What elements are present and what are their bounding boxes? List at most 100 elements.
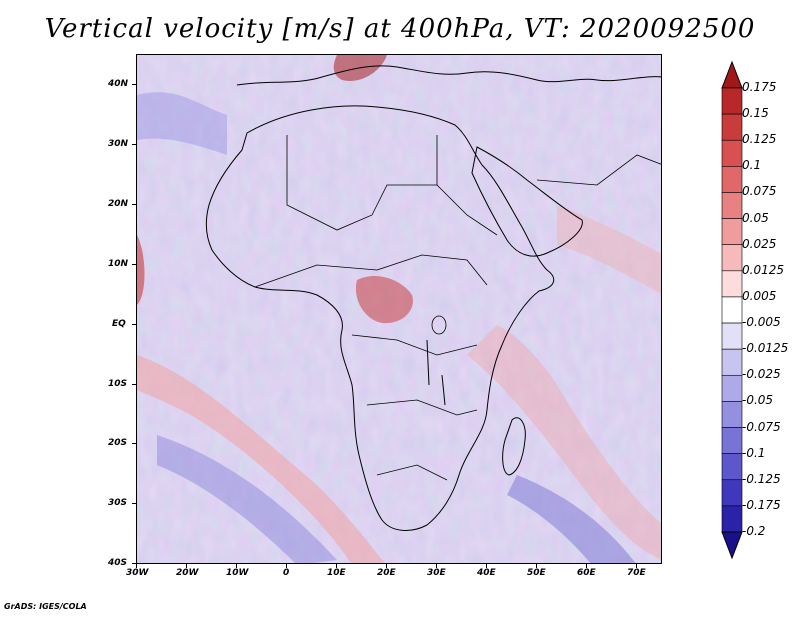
x-tick-mark	[436, 564, 437, 568]
y-tick-mark	[132, 204, 136, 205]
ascent-band-arabian-sea	[557, 205, 661, 294]
colorbar-level-label: 0.075	[742, 184, 777, 199]
colorbar-segment	[721, 505, 743, 533]
colorbar-segment	[721, 87, 743, 115]
y-tick-label: 40N	[108, 79, 129, 89]
x-tick-label: 60E	[577, 568, 596, 578]
y-tick-label: 10N	[108, 259, 129, 269]
colorbar-top-arrow	[721, 60, 743, 89]
ascent-band-indian-ocean	[467, 325, 661, 560]
descent-band-north-atlantic	[137, 92, 227, 155]
africa-coastline	[205, 105, 555, 531]
country-borders-southern	[376, 464, 448, 481]
x-tick-mark	[386, 564, 387, 568]
madagascar-coastline	[502, 417, 526, 476]
colorbar-level-label: -0.025	[742, 367, 781, 382]
convective-cells-central-africa	[355, 275, 413, 324]
x-tick-mark	[186, 564, 187, 568]
y-tick-mark	[132, 384, 136, 385]
x-tick-mark	[486, 564, 487, 568]
colorbar-segment	[721, 322, 743, 350]
colorbar-segment	[721, 401, 743, 428]
y-tick-mark	[132, 443, 136, 444]
x-tick-label: 70E	[627, 568, 646, 578]
y-tick-label: 10S	[108, 379, 128, 389]
y-tick-mark	[132, 264, 136, 265]
x-tick-mark	[136, 564, 137, 568]
colorbar-level-label: 0.15	[742, 106, 769, 121]
colorbar-level-label: 0.025	[742, 236, 777, 251]
y-tick-label: 40S	[108, 558, 128, 568]
ascent-band-south-atlantic	[137, 355, 386, 563]
colorbar-level-label: -0.175	[742, 497, 781, 512]
x-tick-label: 50E	[527, 568, 546, 578]
colorbar-level-label: 0.1	[742, 158, 762, 173]
country-borders-south-central	[366, 399, 478, 416]
x-tick-mark	[636, 564, 637, 568]
lake-tanganyika	[426, 339, 430, 386]
descent-band-south-atlantic	[157, 435, 337, 563]
colorbar-level-label: 0.005	[742, 288, 777, 303]
colorbar-segment	[721, 427, 743, 454]
colorbar-bottom-arrow	[721, 531, 743, 560]
colorbar-segment	[721, 218, 743, 246]
colorbar-level-label: -0.0125	[742, 341, 789, 356]
country-borders-middle-east	[536, 154, 661, 186]
lake-malawi	[441, 374, 446, 406]
europe-coastline	[236, 65, 661, 86]
descent-band-indian-ocean	[507, 475, 636, 563]
y-tick-mark	[132, 563, 136, 564]
y-tick-mark	[132, 144, 136, 145]
colorbar-segment	[721, 479, 743, 507]
y-tick-label: 30S	[108, 498, 128, 508]
colorbar	[721, 60, 743, 560]
convective-cells-west	[137, 235, 145, 305]
x-tick-label: 30E	[427, 568, 446, 578]
map-panel	[136, 54, 662, 564]
colorbar-level-label: 0.0125	[742, 262, 784, 277]
x-tick-label: 10E	[327, 568, 346, 578]
x-tick-mark	[236, 564, 237, 568]
colorbar-segment	[721, 348, 743, 376]
country-borders-east	[436, 184, 498, 236]
colorbar-level-label: 0.05	[742, 210, 769, 225]
colorbar-segment	[721, 374, 743, 402]
x-tick-label: 40E	[477, 568, 496, 578]
colorbar-level-label: -0.1	[742, 445, 766, 460]
colorbar-segment	[721, 453, 743, 481]
y-tick-label: 20S	[108, 438, 128, 448]
colorbar-level-label: 0.175	[742, 80, 777, 94]
arabian-peninsula-coastline	[471, 146, 583, 257]
x-tick-mark	[286, 564, 287, 568]
x-tick-label: 0	[283, 568, 290, 578]
colorbar-level-label: -0.125	[742, 471, 781, 486]
colorbar-segment	[721, 270, 743, 298]
colorbar-segment	[721, 166, 743, 193]
colorbar-segment	[721, 113, 743, 141]
colorbar-level-label: -0.075	[742, 419, 781, 434]
colorbar-level-label: -0.005	[742, 315, 781, 330]
x-tick-label: 30W	[126, 568, 149, 578]
colorbar-level-label: 0.125	[742, 132, 777, 147]
x-tick-mark	[536, 564, 537, 568]
colorbar-segment	[721, 296, 743, 324]
x-tick-label: 10W	[226, 568, 249, 578]
y-tick-label: 30N	[108, 139, 129, 149]
y-tick-mark	[132, 503, 136, 504]
x-tick-mark	[586, 564, 587, 568]
colorbar-segment	[721, 244, 743, 272]
lake-victoria	[431, 315, 447, 335]
country-borders-central	[351, 334, 478, 356]
x-tick-label: 20W	[176, 568, 199, 578]
chart-title: Vertical velocity [m/s] at 400hPa, VT: 2…	[44, 14, 756, 44]
colorbar-level-label: -0.2	[742, 524, 766, 538]
y-tick-label: 20N	[108, 199, 129, 209]
y-tick-mark	[132, 324, 136, 325]
footer-credit: GrADS: IGES/COLA	[4, 602, 87, 611]
colorbar-segment	[721, 192, 743, 219]
colorbar-level-label: -0.05	[742, 393, 774, 408]
x-tick-label: 20E	[377, 568, 396, 578]
colorbar-segment	[721, 139, 743, 167]
y-tick-mark	[132, 84, 136, 85]
y-tick-label: EQ	[112, 319, 126, 329]
